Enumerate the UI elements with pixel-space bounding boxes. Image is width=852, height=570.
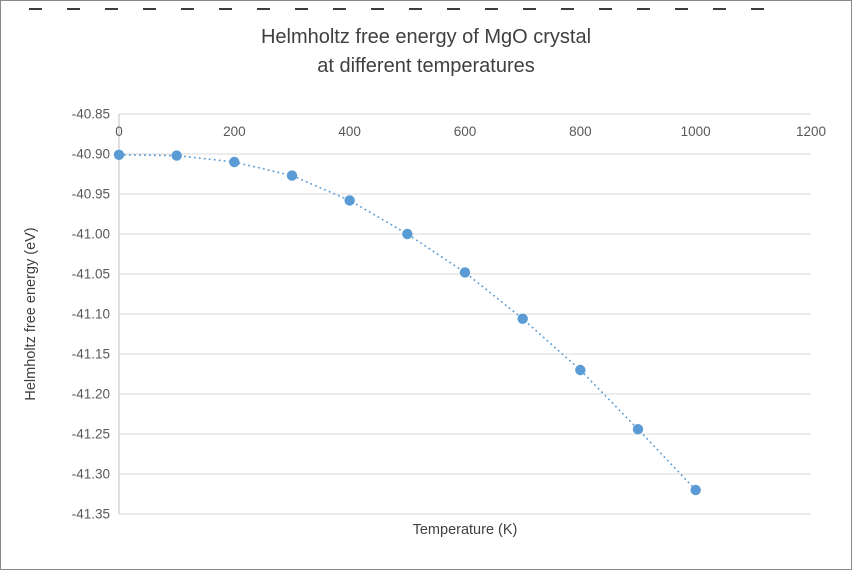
series-line (118, 154, 697, 491)
y-tick-label: -41.30 (72, 467, 110, 482)
y-tick-label: -41.10 (72, 307, 110, 322)
y-tick-label: -41.00 (72, 227, 110, 242)
data-point (459, 267, 471, 278)
data-point (402, 228, 413, 240)
chart-title-line-1: Helmholtz free energy of MgO crystal (260, 26, 592, 48)
chart-title: Helmholtz free energy of MgO crystal at … (1, 23, 851, 81)
y-tick-label: -40.85 (72, 107, 110, 122)
spreadsheet-gridline-marks (29, 8, 771, 10)
x-tick-label: 1000 (681, 124, 711, 139)
data-point (171, 150, 182, 161)
data-point (229, 156, 240, 168)
x-tick-label: 800 (569, 124, 592, 139)
y-tick-label: -41.35 (72, 507, 110, 522)
y-tick-label: -41.15 (72, 347, 110, 362)
x-axis-title: Temperature (K) (412, 522, 518, 538)
y-tick-label: -40.95 (72, 187, 110, 202)
x-tick-label: 1200 (796, 124, 826, 139)
data-point (575, 364, 586, 376)
x-tick-label: 200 (223, 124, 246, 139)
chart-title-line-2: at different temperatures (317, 55, 535, 77)
y-tick-label: -41.05 (72, 267, 110, 282)
data-point (113, 149, 125, 160)
x-tick-label: 0 (115, 124, 123, 139)
data-point (517, 313, 528, 324)
y-tick-label: -41.25 (72, 427, 110, 442)
x-tick-label: 400 (338, 124, 361, 139)
data-point (632, 424, 644, 435)
y-tick-label: -40.90 (72, 147, 110, 162)
data-point (286, 170, 298, 181)
data-point (690, 484, 701, 496)
x-tick-label: 600 (454, 124, 477, 139)
y-tick-label: -41.20 (72, 387, 110, 402)
data-point (344, 195, 355, 206)
